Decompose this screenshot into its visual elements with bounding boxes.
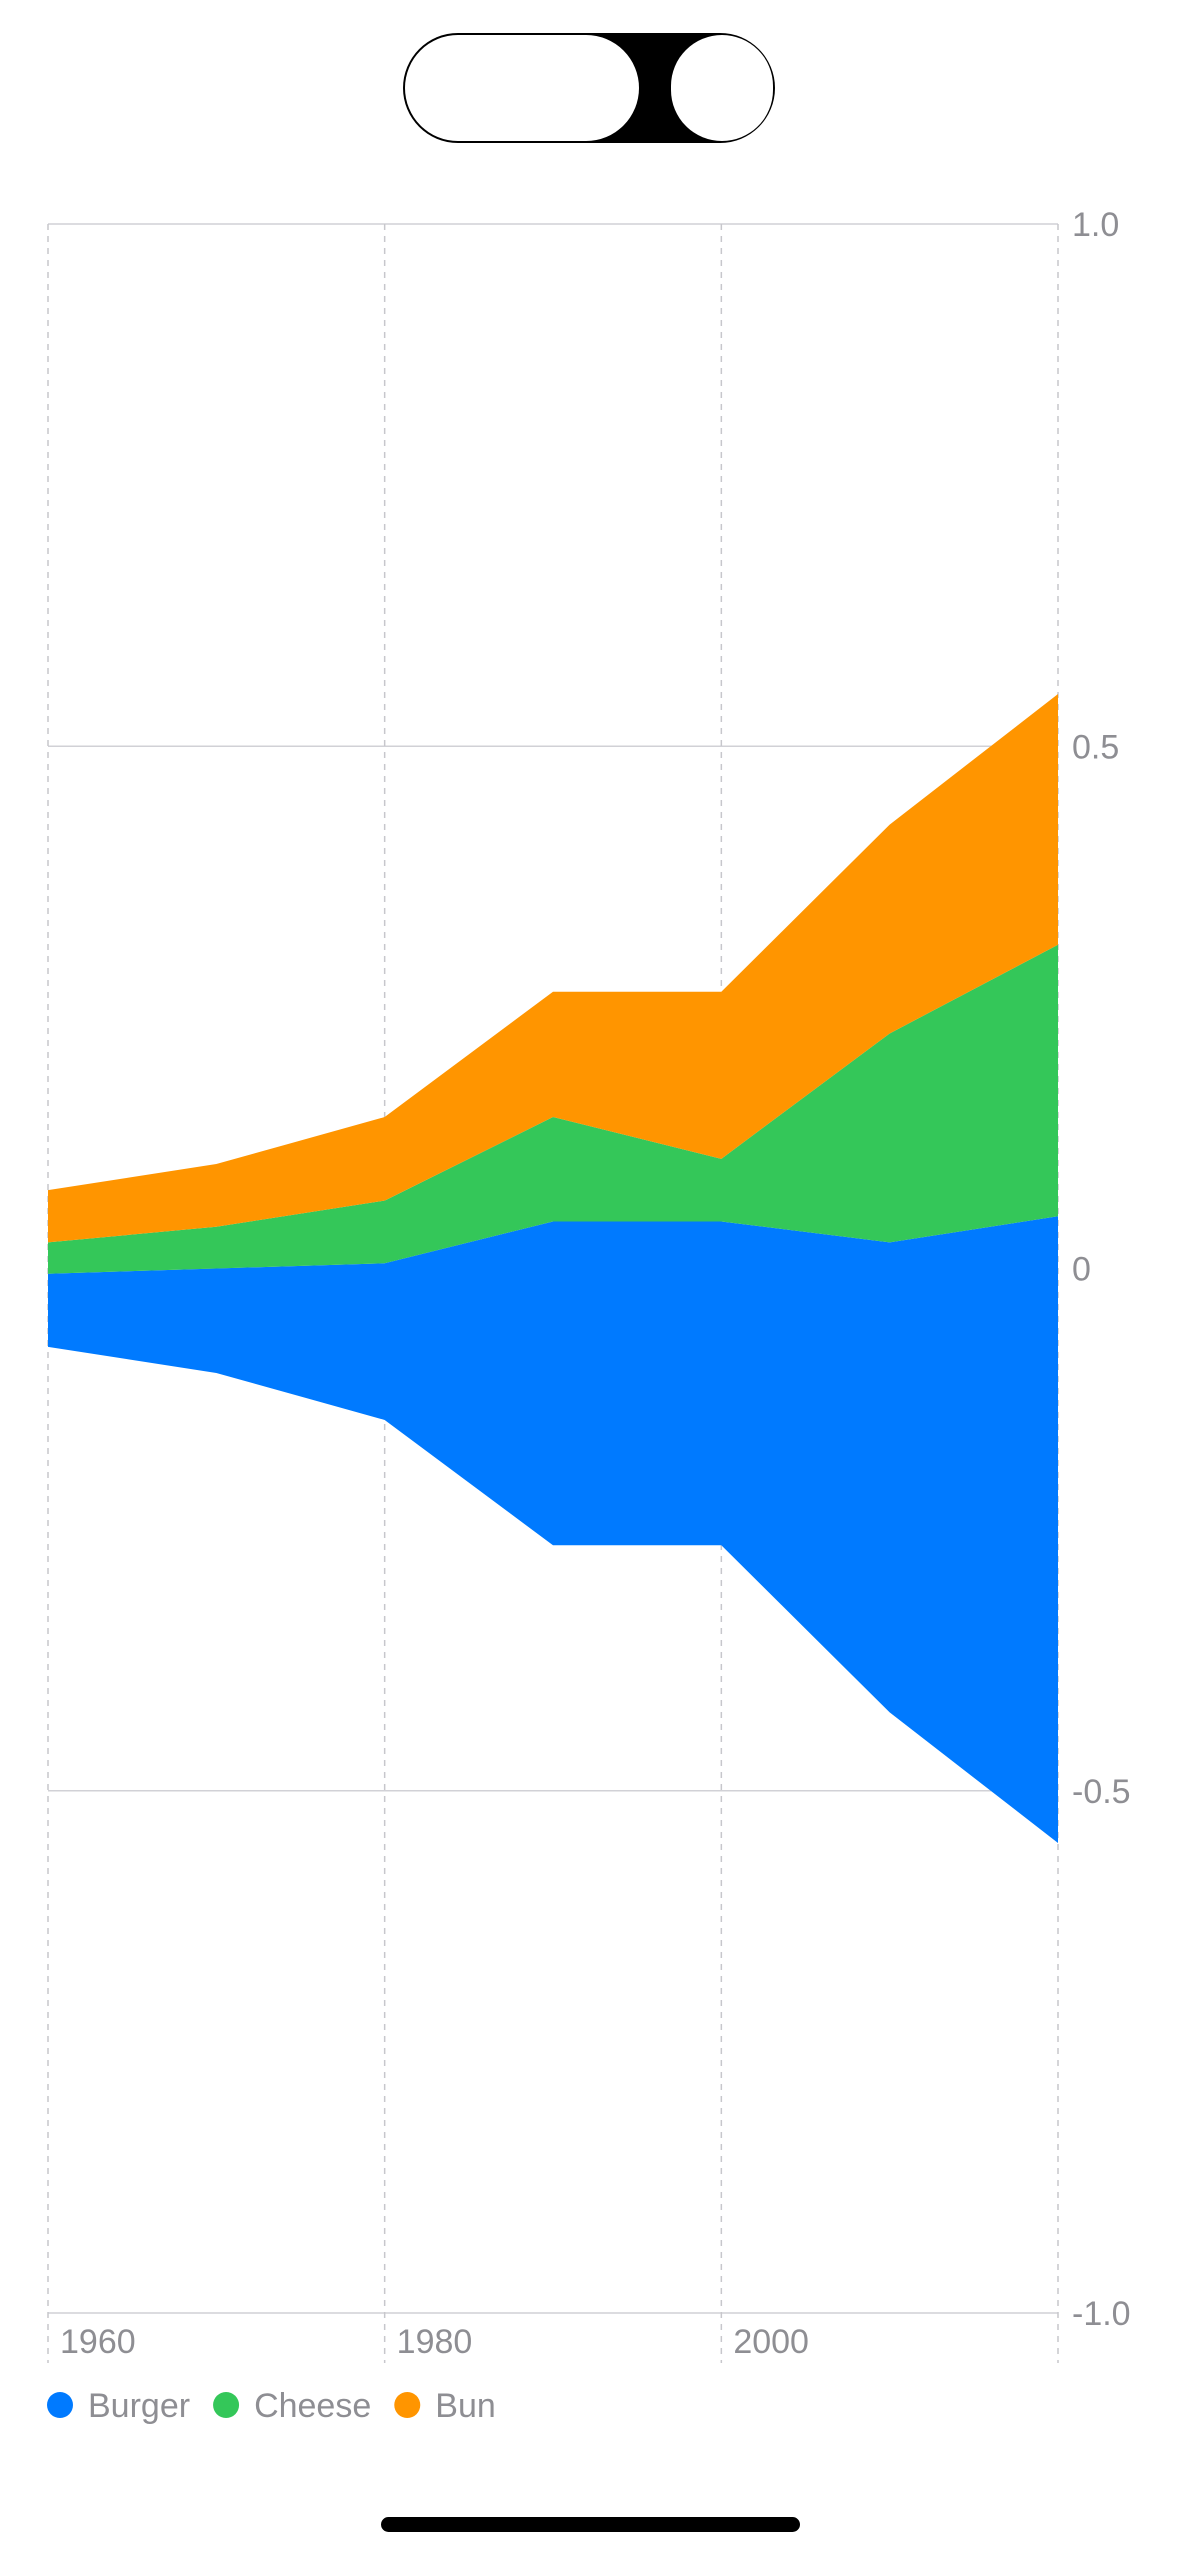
legend: Burger Cheese Bun: [47, 2387, 496, 2425]
x-tick-label: 1960: [60, 2323, 136, 2361]
legend-marker: [394, 2392, 421, 2418]
y-tick-label: 1.0: [1072, 206, 1119, 244]
x-tick-label: 1980: [397, 2323, 473, 2361]
y-tick-label: -0.5: [1072, 1773, 1131, 1811]
legend-label: Cheese: [254, 2387, 371, 2425]
area-bun: [48, 694, 1058, 1243]
legend-label: Bun: [435, 2387, 496, 2425]
area-layer: [48, 694, 1058, 1843]
island-circle: [671, 35, 773, 141]
axis-layer: 1.0 0.5 0 -0.5 -1.0 1960 1980 2000: [60, 206, 1131, 2361]
dynamic-island: [403, 33, 775, 143]
y-tick-label: 0.5: [1072, 728, 1119, 766]
island-pill: [405, 35, 639, 141]
area-cheese: [48, 944, 1058, 1274]
legend-marker: [47, 2392, 73, 2418]
home-indicator: [381, 2517, 800, 2532]
legend-marker: [213, 2392, 240, 2418]
x-tick-label: 2000: [733, 2323, 809, 2361]
legend-label: Burger: [88, 2387, 190, 2425]
y-tick-label: -1.0: [1072, 2295, 1131, 2333]
area-burger: [48, 1216, 1058, 1843]
y-tick-label: 0: [1072, 1251, 1091, 1289]
